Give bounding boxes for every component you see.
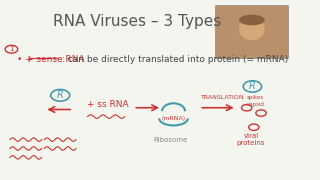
FancyBboxPatch shape — [215, 5, 288, 58]
Text: capsid: capsid — [247, 102, 265, 107]
Text: : can be directly translated into protein (= mRNA): : can be directly translated into protei… — [62, 55, 288, 64]
Text: (mRNA): (mRNA) — [162, 116, 186, 121]
Text: TRANSLATION: TRANSLATION — [201, 94, 244, 100]
Text: RNA Viruses – 3 Types: RNA Viruses – 3 Types — [53, 14, 221, 29]
Text: R: R — [57, 90, 64, 100]
Text: 1: 1 — [9, 46, 14, 52]
Text: • +: • + — [17, 55, 36, 64]
Text: viral
proteins: viral proteins — [237, 133, 265, 146]
Text: + sense RNA: + sense RNA — [26, 55, 85, 64]
Text: + ss RNA: + ss RNA — [87, 100, 129, 109]
Ellipse shape — [239, 17, 265, 40]
Text: Ribosome: Ribosome — [154, 137, 188, 143]
Text: R: R — [249, 82, 256, 91]
Ellipse shape — [239, 15, 265, 25]
Text: spikes: spikes — [247, 94, 264, 100]
